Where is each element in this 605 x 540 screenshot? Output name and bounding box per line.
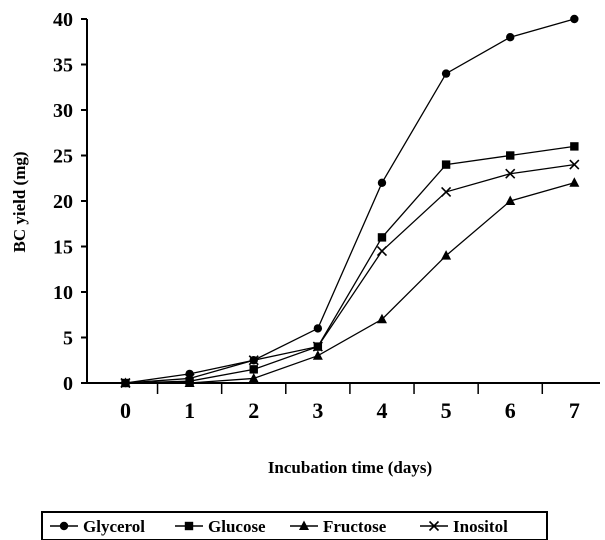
legend-marker-glucose — [185, 522, 193, 530]
legend-label-inositol: Inositol — [453, 517, 508, 536]
point-glycerol — [442, 69, 450, 77]
legend-items: Glycerol Glucose Fructose Inositol — [50, 517, 508, 536]
legend-item-inositol: Inositol — [420, 517, 508, 536]
legend-item-fructose: Fructose — [290, 517, 387, 536]
point-glycerol — [185, 370, 193, 378]
point-glucose — [570, 142, 578, 150]
point-inositol — [442, 187, 451, 196]
x-axis-ticks: 0 1 2 3 4 5 6 7 — [120, 383, 580, 423]
series-line-glucose — [125, 146, 574, 383]
y-tick-label: 20 — [53, 191, 73, 213]
legend-label-glycerol: Glycerol — [83, 517, 145, 536]
x-tick-label: 3 — [312, 398, 323, 423]
series-line-glycerol — [125, 19, 574, 383]
series-line-inositol — [125, 165, 574, 383]
point-glucose — [506, 151, 514, 159]
x-tick-label: 2 — [248, 398, 259, 423]
point-glucose — [250, 365, 258, 373]
point-glycerol — [378, 179, 386, 187]
y-tick-label: 25 — [53, 146, 73, 168]
legend-item-glycerol: Glycerol — [50, 517, 145, 536]
point-glucose — [442, 160, 450, 168]
y-tick-label: 30 — [53, 100, 73, 122]
y-tick-label: 5 — [63, 328, 73, 350]
point-glycerol — [314, 324, 322, 332]
legend-label-glucose: Glucose — [208, 517, 266, 536]
axes — [87, 19, 600, 383]
legend-item-glucose: Glucose — [175, 517, 266, 536]
series-glucose — [121, 142, 578, 387]
x-axis-title: Incubation time (days) — [268, 458, 432, 477]
x-tick-label: 1 — [184, 398, 195, 423]
legend: Glycerol Glucose Fructose Inositol — [42, 512, 547, 540]
point-fructose — [313, 350, 323, 360]
y-tick-label: 10 — [53, 282, 73, 304]
point-glycerol — [506, 33, 514, 41]
y-axis-ticks: 0 5 10 15 20 25 30 35 40 — [53, 9, 87, 395]
y-tick-label: 0 — [63, 373, 73, 395]
x-tick-label: 4 — [376, 398, 387, 423]
point-fructose — [569, 177, 579, 187]
point-inositol — [377, 247, 386, 256]
series-inositol — [121, 160, 579, 387]
point-glucose — [378, 233, 386, 241]
point-fructose — [441, 250, 451, 260]
legend-marker-glycerol — [60, 522, 68, 530]
x-tick-label: 5 — [441, 398, 452, 423]
series-group — [120, 15, 579, 388]
point-glycerol — [570, 15, 578, 23]
x-tick-label: 6 — [505, 398, 516, 423]
x-tick-label: 7 — [569, 398, 580, 423]
series-line-fructose — [125, 183, 574, 383]
y-axis-title: BC yield (mg) — [10, 151, 29, 252]
legend-label-fructose: Fructose — [323, 517, 387, 536]
y-tick-label: 35 — [53, 55, 73, 77]
y-tick-label: 40 — [53, 9, 73, 31]
y-tick-label: 15 — [53, 237, 73, 259]
series-fructose — [120, 177, 579, 387]
x-tick-label: 0 — [120, 398, 131, 423]
